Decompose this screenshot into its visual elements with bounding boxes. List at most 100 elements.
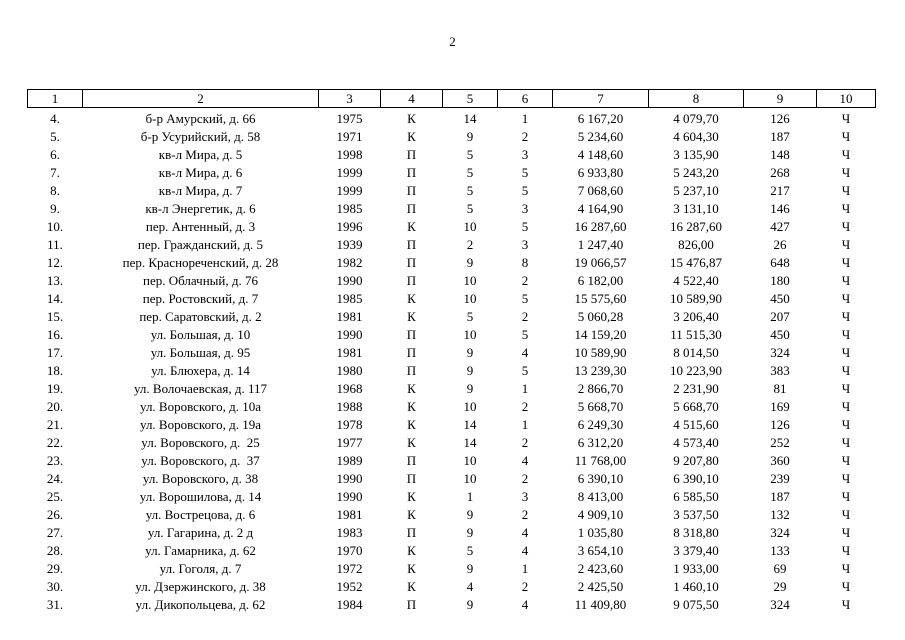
table-cell-col-8: 4 522,40 xyxy=(673,273,719,288)
table-cell-col-5: 9 xyxy=(466,507,474,522)
address-cell: пер. Краснореченский, д. 28 xyxy=(122,255,279,270)
table-cell-col-9: 450 xyxy=(770,327,790,342)
table-cell-col-7: 6 312,20 xyxy=(577,435,624,450)
table-row: 16. ул. Большая, д. 10 1990 П 10 5 14 159,20 11… xyxy=(28,326,876,344)
address-cell: пер. Антенный, д. 3 xyxy=(145,219,256,234)
table-cell-col-9: 187 xyxy=(770,489,790,504)
table-cell-col-3: 1988 xyxy=(336,399,363,414)
table-cell-col-7: 5 060,28 xyxy=(577,309,624,324)
table-cell-col-9: 324 xyxy=(770,345,790,360)
table-cell-col-6: 2 xyxy=(521,471,529,486)
row-number-cell: 14. xyxy=(46,291,64,306)
table-cell-col-10: Ч xyxy=(841,381,851,396)
table-cell-col-6: 4 xyxy=(521,453,529,468)
table-cell-col-5: 14 xyxy=(463,111,477,126)
table-cell-col-10: Ч xyxy=(841,219,851,234)
table-cell-col-3: 1978 xyxy=(336,417,363,432)
table-cell-col-10: Ч xyxy=(841,327,851,342)
table-cell-col-4: П xyxy=(406,237,417,252)
table-cell-col-8: 3 206,40 xyxy=(673,309,719,324)
table-cell-col-9: 207 xyxy=(770,309,790,324)
table-cell-col-7: 5 668,70 xyxy=(577,399,624,414)
table-cell-col-10: Ч xyxy=(841,507,851,522)
table-cell-col-3: 1985 xyxy=(336,291,363,306)
table-cell-col-6: 2 xyxy=(521,507,529,522)
address-cell: ул. Вострецова, д. 6 xyxy=(145,507,256,522)
table-row: 13. пер. Облачный, д. 76 1990 П 10 2 6 182,00 4… xyxy=(28,272,876,290)
table-cell-col-5: 9 xyxy=(466,255,474,270)
table-cell-col-9: 133 xyxy=(770,543,790,558)
table-cell-col-9: 648 xyxy=(770,255,790,270)
table-cell-col-10: Ч xyxy=(841,237,851,252)
table-cell-col-7: 2 425,50 xyxy=(577,579,624,594)
table-cell-col-5: 4 xyxy=(466,579,474,594)
table-cell-col-4: П xyxy=(406,363,417,378)
table-cell-col-3: 1970 xyxy=(336,543,363,558)
table-cell-col-4: П xyxy=(406,255,417,270)
table-cell-col-8: 11 515,30 xyxy=(670,327,722,342)
table-cell-col-7: 11 409,80 xyxy=(574,597,627,612)
table-cell-col-3: 1981 xyxy=(336,507,363,522)
table-cell-col-9: 26 xyxy=(773,237,787,252)
table-cell-col-10: Ч xyxy=(841,453,851,468)
row-number-cell: 9. xyxy=(50,201,60,216)
address-cell: б-р Усурийский, д. 58 xyxy=(140,129,261,144)
table-cell-col-10: Ч xyxy=(841,543,851,558)
table-cell-col-10: Ч xyxy=(841,291,851,306)
column-header-9: 9 xyxy=(743,89,817,108)
column-header-2: 2 xyxy=(82,89,319,108)
table-cell-col-7: 2 423,60 xyxy=(577,561,624,576)
table-cell-col-10: Ч xyxy=(841,417,851,432)
table-cell-col-4: П xyxy=(406,597,417,612)
table-cell-col-9: 268 xyxy=(770,165,790,180)
table-cell-col-3: 1980 xyxy=(336,363,363,378)
table-cell-col-8: 5 237,10 xyxy=(673,183,719,198)
table-cell-col-4: П xyxy=(406,273,417,288)
table-cell-col-10: Ч xyxy=(841,363,851,378)
table-cell-col-6: 3 xyxy=(521,237,529,252)
address-cell: ул. Воровского, д. 37 xyxy=(141,453,260,468)
table-cell-col-8: 2 231,90 xyxy=(673,381,719,396)
table-cell-col-4: К xyxy=(407,417,416,432)
table-cell-col-7: 6 167,20 xyxy=(577,111,624,126)
column-header-10: 10 xyxy=(816,89,876,108)
table-cell-col-6: 4 xyxy=(521,543,529,558)
table-cell-col-7: 14 159,20 xyxy=(574,327,627,342)
column-header-7: 7 xyxy=(552,89,649,108)
row-number-cell: 21. xyxy=(46,417,64,432)
table-cell-col-3: 1971 xyxy=(336,129,363,144)
table-cell-col-9: 169 xyxy=(770,399,790,414)
table-cell-col-10: Ч xyxy=(841,345,851,360)
table-row: 18. ул. Блюхера, д. 14 1980 П 9 5 13 239,30 10 … xyxy=(28,362,876,380)
table-cell-col-5: 10 xyxy=(463,453,477,468)
table-cell-col-4: П xyxy=(406,471,417,486)
row-number-cell: 27. xyxy=(46,525,64,540)
row-number-cell: 26. xyxy=(46,507,64,522)
table-cell-col-5: 5 xyxy=(466,147,474,162)
table-cell-col-10: Ч xyxy=(841,183,851,198)
table-cell-col-7: 4 148,60 xyxy=(577,147,624,162)
table-cell-col-5: 10 xyxy=(463,219,477,234)
row-number-cell: 15. xyxy=(46,309,64,324)
table-cell-col-8: 4 604,30 xyxy=(673,129,719,144)
table-row: 12. пер. Краснореченский, д. 28 1982 П 9 8 19 … xyxy=(28,254,876,272)
table-cell-col-6: 4 xyxy=(521,525,529,540)
address-cell: ул. Блюхера, д. 14 xyxy=(151,363,250,378)
table-cell-col-8: 4 515,60 xyxy=(673,417,719,432)
table-cell-col-4: К xyxy=(407,399,416,414)
table-cell-col-8: 16 287,60 xyxy=(670,219,722,234)
table-cell-col-10: Ч xyxy=(841,201,851,216)
table-row: 26. ул. Вострецова, д. 6 1981 К 9 2 4 909,10 3 … xyxy=(28,506,876,524)
row-number-cell: 4. xyxy=(50,111,60,126)
table-cell-col-7: 1 247,40 xyxy=(577,237,624,252)
table-cell-col-3: 1984 xyxy=(336,597,363,612)
table-cell-col-10: Ч xyxy=(841,525,851,540)
table-cell-col-6: 5 xyxy=(521,219,529,234)
table-cell-col-6: 3 xyxy=(521,201,529,216)
table-cell-col-7: 15 575,60 xyxy=(574,291,627,306)
table-cell-col-10: Ч xyxy=(841,399,851,414)
table-cell-col-9: 360 xyxy=(770,453,790,468)
row-number-cell: 8. xyxy=(50,183,60,198)
table-cell-col-3: 1999 xyxy=(336,165,363,180)
table-cell-col-4: П xyxy=(406,201,417,216)
